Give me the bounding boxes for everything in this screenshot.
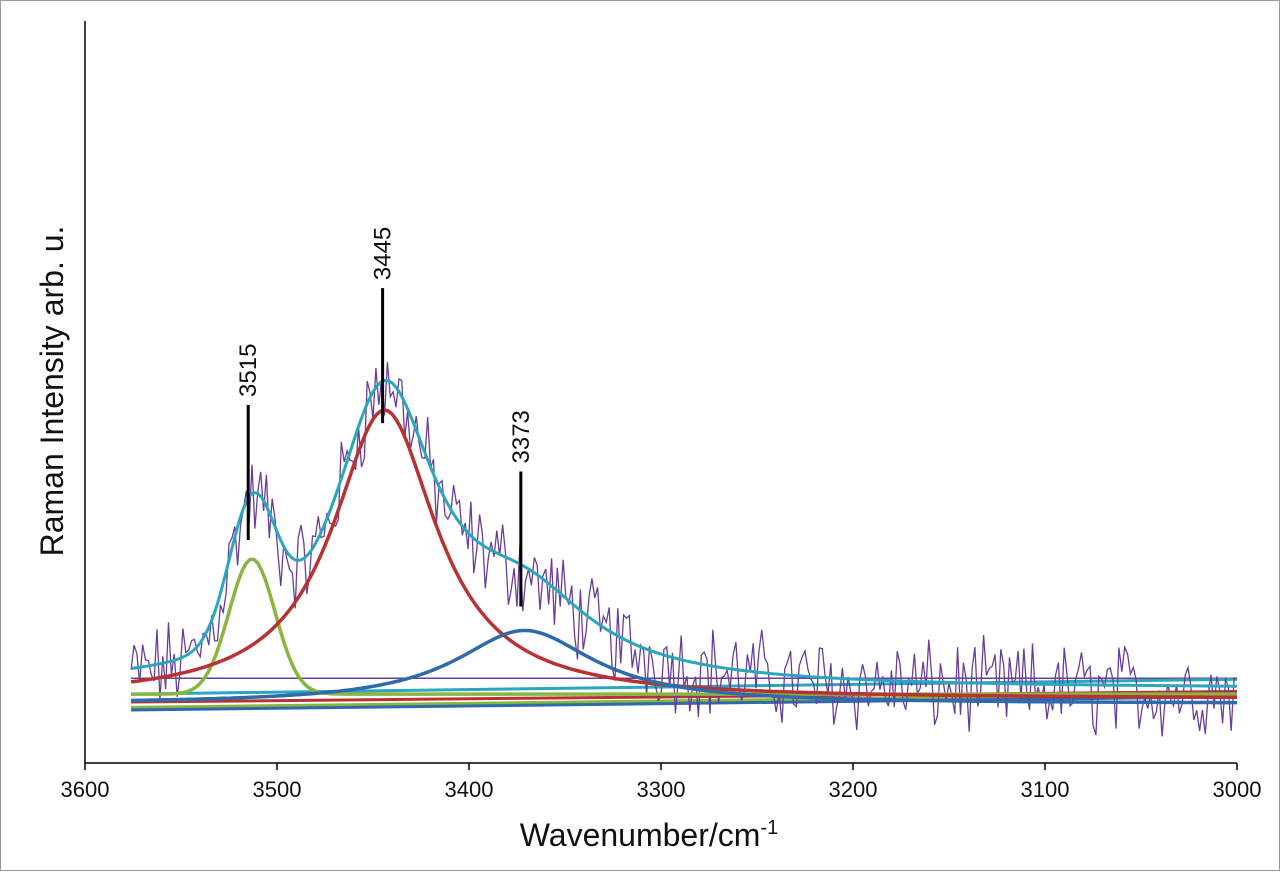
x-tick-label-3300: 3300 <box>637 777 686 802</box>
x-axis-title-main: Wavenumber/cm <box>520 817 761 853</box>
x-tick-label-3000: 3000 <box>1213 777 1262 802</box>
peak-label-3373: 3373 <box>508 410 535 463</box>
x-axis-title: Wavenumber/cm-1 <box>520 817 778 853</box>
cumulative-fit <box>130 378 1237 688</box>
x-axis-ticks: 3600 3500 3400 3300 3200 3100 3000 <box>61 763 1262 802</box>
component-curves <box>130 408 1237 705</box>
x-tick-label-3400: 3400 <box>445 777 494 802</box>
peak-label-3515: 3515 <box>235 344 262 397</box>
x-axis-title-superscript: -1 <box>760 817 778 839</box>
x-tick-label-3500: 3500 <box>253 777 302 802</box>
component-3515 <box>131 557 1237 696</box>
fit-layer <box>130 378 1237 688</box>
peak-label-3445: 3445 <box>370 227 397 280</box>
component-3373 <box>131 628 1237 705</box>
y-axis-title: Raman Intensity arb. u. <box>34 226 70 557</box>
x-tick-label-3200: 3200 <box>829 777 878 802</box>
baseline-blue <box>131 695 1238 712</box>
peak-annotations: 3515 3445 3373 <box>235 227 535 607</box>
x-tick-label-3100: 3100 <box>1021 777 1070 802</box>
x-tick-label-3600: 3600 <box>61 777 110 802</box>
